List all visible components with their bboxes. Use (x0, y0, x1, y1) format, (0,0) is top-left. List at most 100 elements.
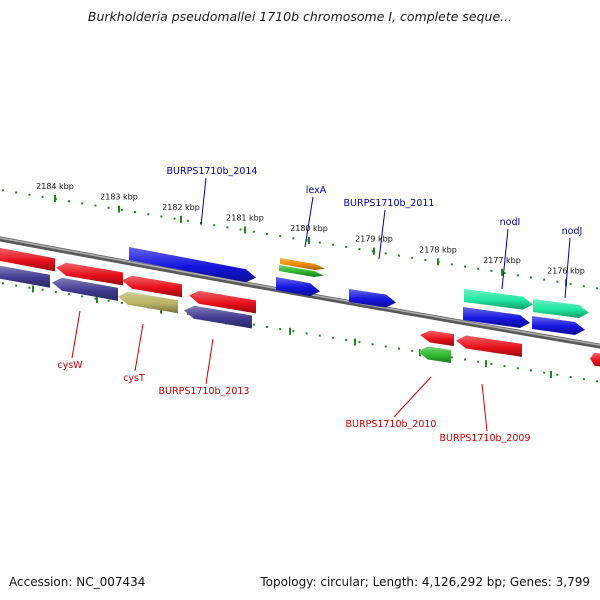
ruler-dot (450, 356, 453, 359)
kbp-tick-label: 2180 kbp (290, 224, 328, 233)
kbp-major-tick (54, 195, 56, 203)
ruler-dot (398, 254, 400, 257)
inner-major-tick (32, 285, 34, 293)
kbp-major-tick (308, 236, 310, 244)
ruler-dot (345, 338, 348, 341)
ruler-dot (186, 219, 189, 222)
gene-feature-forward[interactable] (349, 289, 396, 308)
ruler-dot (530, 369, 532, 372)
gene-label-reverse[interactable]: BURPS1710b_2009 (440, 433, 531, 444)
ruler-dot (503, 272, 506, 275)
ruler-dot (477, 360, 480, 363)
inner-major-tick (96, 296, 98, 304)
kbp-tick-label: 2176 kbp (547, 266, 585, 275)
gene-feature-reverse[interactable] (189, 290, 256, 314)
gene-feature-reverse[interactable] (418, 346, 451, 363)
ruler-dot (28, 193, 31, 196)
ruler-dot (292, 237, 295, 240)
gene-label-forward[interactable]: nodJ (562, 226, 583, 237)
kbp-tick-label: 2178 kbp (419, 245, 457, 254)
ruler-dot (134, 211, 136, 214)
ruler-dot (582, 378, 585, 381)
ruler-dot (266, 232, 268, 235)
gene-label-reverse[interactable]: BURPS1710b_2010 (346, 419, 437, 430)
label-leader-line (393, 376, 432, 418)
gene-label-reverse[interactable]: cysT (123, 373, 145, 384)
ruler-dot (279, 235, 282, 238)
kbp-major-tick (118, 205, 120, 213)
topology-summary: Topology: circular; Length: 4,126,292 bp… (260, 575, 590, 589)
ruler-dot (490, 362, 493, 365)
ruler-dot (41, 288, 44, 291)
ruler-dot (345, 245, 348, 248)
label-leader-line (304, 196, 314, 248)
gene-feature-forward[interactable] (276, 277, 320, 297)
kbp-tick-label: 2182 kbp (162, 203, 200, 212)
gene-label-forward[interactable]: BURPS1710b_2014 (167, 166, 258, 177)
ruler-dot (582, 285, 585, 288)
gene-label-forward[interactable]: nodI (500, 217, 521, 228)
gene-feature-forward[interactable] (533, 299, 589, 318)
ruler-dot (556, 373, 559, 376)
label-leader-line (378, 209, 386, 260)
kbp-tick-label: 2179 kbp (355, 235, 393, 244)
ruler-dot (358, 248, 361, 251)
ruler-dot (332, 336, 334, 339)
ruler-dot (543, 371, 546, 374)
gene-feature-reverse[interactable] (0, 265, 50, 288)
ruler-dot (54, 291, 57, 294)
ruler-dot (279, 328, 282, 331)
kbp-tick-label: 2181 kbp (226, 213, 264, 222)
ruler-dot (411, 349, 414, 352)
ruler-dot (2, 282, 4, 285)
ruler-dot (252, 230, 255, 233)
ruler-dot (477, 267, 480, 270)
ruler-dot (371, 250, 374, 253)
inner-major-tick (485, 360, 487, 368)
ruler-dot (68, 200, 70, 203)
ruler-dot (213, 224, 216, 227)
accession-text: Accession: NC_007434 (9, 575, 146, 589)
gene-feature-forward[interactable] (129, 247, 256, 283)
ruler-dot (450, 263, 453, 266)
gene-feature-forward[interactable] (464, 289, 533, 310)
gene-feature-reverse[interactable] (122, 275, 182, 298)
label-leader-line (564, 237, 571, 299)
ruler-dot (160, 215, 163, 218)
kbp-major-tick (244, 226, 246, 234)
gene-feature-reverse[interactable] (420, 330, 454, 347)
gene-feature-reverse[interactable] (52, 277, 118, 301)
ruler-dot (107, 206, 110, 209)
gene-feature-forward[interactable] (280, 258, 325, 270)
ruler-dot (569, 282, 572, 285)
kbp-major-tick (180, 215, 182, 223)
gene-label-reverse[interactable]: cysW (57, 360, 83, 371)
ruler-dot (464, 358, 466, 361)
gene-feature-reverse[interactable] (0, 247, 55, 272)
ruler-dot (28, 286, 31, 289)
kbp-tick-label: 2183 kbp (100, 193, 138, 202)
ruler-dot (358, 341, 361, 344)
gene-feature-reverse[interactable] (456, 335, 522, 357)
ruler-dot (556, 280, 559, 283)
gene-feature-reverse[interactable] (118, 291, 178, 314)
gene-label-forward[interactable]: lexA (306, 185, 327, 196)
ruler-dot (398, 347, 400, 350)
ruler-dot (81, 295, 84, 298)
gene-feature-reverse[interactable] (590, 352, 600, 368)
gene-label-forward[interactable]: BURPS1710b_2011 (344, 198, 435, 209)
ruler-dot (226, 226, 229, 229)
ruler-dot (516, 274, 519, 277)
gene-feature-forward[interactable] (532, 316, 585, 336)
gene-feature-forward[interactable] (279, 265, 324, 277)
gene-label-reverse[interactable]: BURPS1710b_2013 (159, 386, 250, 397)
gene-feature-reverse[interactable] (184, 305, 252, 329)
gene-feature-reverse[interactable] (56, 262, 123, 286)
ruler-dot (15, 284, 18, 287)
ruler-dot (543, 278, 546, 281)
ruler-dot (266, 325, 268, 328)
ruler-dot (569, 375, 572, 378)
kbp-major-tick (437, 258, 439, 266)
gene-feature-forward[interactable] (463, 307, 530, 328)
